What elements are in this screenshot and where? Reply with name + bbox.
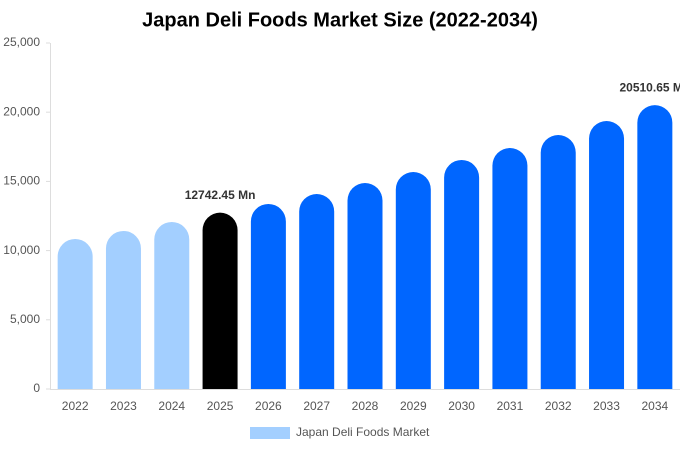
x-tick-label: 2024 (158, 399, 185, 413)
y-tick-label: 15,000 (3, 174, 40, 188)
bar (444, 159, 480, 389)
value-label: 20510.65 Mn (619, 80, 680, 94)
y-tick-label: 5,000 (10, 312, 40, 326)
y-tick-label: 20,000 (3, 104, 40, 118)
bar (347, 183, 383, 389)
legend-label: Japan Deli Foods Market (296, 425, 430, 439)
bar (202, 212, 238, 389)
bar (540, 135, 576, 389)
bar (492, 148, 528, 389)
bar (299, 193, 335, 389)
bar (105, 230, 141, 389)
bar (57, 238, 93, 389)
value-label: 12742.45 Mn (185, 188, 256, 202)
x-tick-label: 2023 (110, 399, 137, 413)
x-tick-label: 2031 (497, 399, 524, 413)
x-tick-label: 2029 (400, 399, 427, 413)
x-tick-label: 2026 (255, 399, 282, 413)
x-tick-label: 2034 (641, 399, 668, 413)
x-tick-label: 2027 (303, 399, 330, 413)
x-tick-label: 2028 (352, 399, 379, 413)
bar (637, 105, 673, 390)
x-tick-label: 2032 (545, 399, 572, 413)
y-tick-label: 10,000 (3, 243, 40, 257)
x-tick-label: 2033 (593, 399, 620, 413)
x-tick-label: 2030 (448, 399, 475, 413)
legend-swatch (250, 427, 290, 439)
x-tick-label: 2025 (207, 399, 234, 413)
bar (250, 203, 286, 389)
bar (589, 121, 625, 389)
x-tick-label: 2022 (62, 399, 89, 413)
bar (395, 171, 431, 389)
y-tick-label: 0 (33, 381, 40, 395)
bar (154, 221, 190, 389)
y-tick-label: 25,000 (3, 35, 40, 49)
chart-title: Japan Deli Foods Market Size (2022-2034) (142, 9, 538, 31)
